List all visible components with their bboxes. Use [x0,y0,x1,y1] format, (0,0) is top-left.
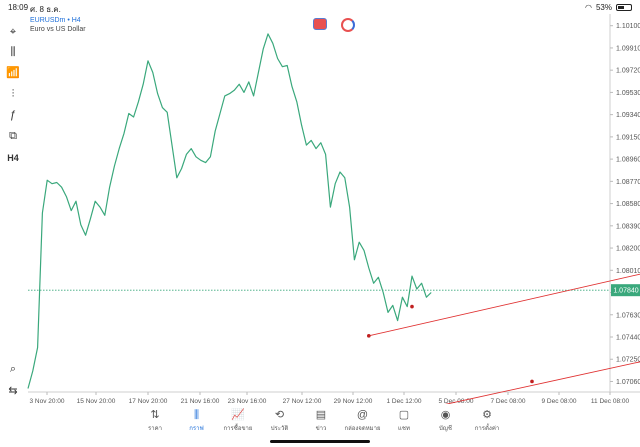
y-tick-label: 1.08960 [616,157,640,164]
x-tick-label: 9 Dec 08:00 [541,398,576,404]
y-tick-label: 1.09150 [616,134,640,141]
x-tick-label: 3 Nov 20:00 [29,398,64,404]
chart-icon: ⫼ [193,409,200,421]
symbol-info: EURUSDm • H4 Euro vs US Dollar [30,17,86,33]
trendline-1 [368,273,640,337]
status-time: 18:09 [8,3,29,12]
symbol-timeframe[interactable]: H4 [71,17,81,24]
trendline-point [410,304,414,309]
tab-settings[interactable]: ⚙ การตั้งค่า [462,407,512,433]
price-series-line [27,33,432,389]
symbol-name[interactable]: EURUSDm [30,17,66,24]
x-tick-label: 11 Dec 08:00 [591,398,630,404]
y-tick-label: 1.07440 [616,334,640,341]
y-tick-label: 1.09720 [616,68,640,75]
tab-label: ข่าว [315,426,327,432]
x-tick-label: 27 Nov 12:00 [283,398,322,404]
y-tick-label: 1.08390 [616,223,640,230]
settings-icon: ⚙ [482,409,492,421]
y-tick-label: 1.09530 [616,90,640,97]
trendline-point [367,334,371,338]
news-icon: ▤ [315,409,327,421]
trendline-point [530,379,534,384]
current-price-tag [611,284,640,297]
zoom-icon[interactable]: ⌕ [9,363,17,375]
tab-history[interactable]: ⟲ ประวัติ [255,407,305,433]
y-tick-label: 1.10100 [616,23,640,30]
y-tick-label: 1.07060 [616,379,640,386]
symbol-description: Euro vs US Dollar [30,26,86,33]
tab-label: การซื้อขาย [223,426,253,432]
tab-label: ประวัติ [270,426,289,432]
tab-chat[interactable]: ▢ แชท [379,407,429,433]
tab-news[interactable]: ▤ ข่าว [296,407,346,433]
one-click-trading-icon[interactable] [313,18,327,30]
y-tick-label: 1.09340 [616,112,640,119]
tab-label: กราฟ [189,426,204,432]
crosshair-icon[interactable]: ⌖ [9,26,17,38]
tab-label: บัญชี [439,426,452,432]
function-icon[interactable]: ƒ [9,109,17,121]
current-price-label: 1.07840 [613,288,638,295]
tab-label: การตั้งค่า [474,426,500,432]
y-tick-label: 1.08010 [616,268,640,275]
trendline-2 [444,361,640,404]
trade-icon[interactable]: ⇆ [8,385,18,397]
tab-chart[interactable]: ⫼ กราฟ [172,407,222,433]
status-date: ศ. 8 ธ.ค. [30,5,61,14]
status-bar: 18:09 ศ. 8 ธ.ค. ◠ 53% [0,0,640,14]
home-indicator [270,440,370,443]
y-tick-label: 1.08770 [616,179,640,186]
quotes-icon: ⇅ [150,409,160,421]
mailbox-icon: @ [356,409,369,421]
tab-label: แชท [398,426,410,432]
tab-trade[interactable]: 📈 การซื้อขาย [213,407,263,433]
chart-toolbar: ⌖ ⫼ 📶 ⫶ ƒ ⧉ H4 ⌕ ⇆ [0,16,28,397]
chat-icon: ▢ [398,409,410,421]
settings-sliders-icon[interactable]: ⫶ [11,88,15,100]
battery-icon [616,4,632,11]
y-tick-label: 1.09910 [616,45,640,52]
tab-mailbox[interactable]: @ กล่องจดหมาย [338,407,388,433]
candles-icon[interactable]: ⫼ [10,46,16,58]
y-tick-label: 1.08580 [616,201,640,208]
tab-label: ราคา [148,426,162,432]
signal-icon[interactable] [341,18,355,32]
battery-percent: 53% [595,3,612,12]
timeframe-button[interactable]: H4 [7,153,19,163]
x-tick-label: 29 Nov 12:00 [334,398,373,404]
trade-icon: 📈 [231,409,245,421]
x-tick-label: 15 Nov 20:00 [77,398,116,404]
x-tick-label: 21 Nov 16:00 [181,398,220,404]
y-tick-label: 1.07630 [616,312,640,319]
y-tick-label: 1.08200 [616,246,640,253]
tab-account[interactable]: ◉ บัญชี [421,407,471,433]
tab-label: กล่องจดหมาย [344,426,381,432]
wifi-icon: ◠ [585,3,592,12]
indicators-icon[interactable]: 📶 [6,67,20,79]
tab-quotes[interactable]: ⇅ ราคา [130,407,180,433]
x-tick-label: 5 Dec 08:00 [438,398,473,404]
objects-icon[interactable]: ⧉ [9,130,17,142]
x-tick-label: 7 Dec 08:00 [490,398,525,404]
bottom-tab-bar: ⇅ ราคา ⫼ กราฟ 📈 การซื้อขาย ⟲ ประวัติ ▤ ข่าว @ กล่อง… [0,405,640,447]
x-tick-label: 1 Dec 12:00 [386,398,421,404]
account-icon: ◉ [440,409,451,421]
price-chart[interactable]: 1.10100 1.09910 1.09720 1.09530 1.09340 1.091… [0,14,640,404]
history-icon: ⟲ [274,409,285,421]
y-tick-label: 1.07250 [616,357,640,364]
x-tick-label: 23 Nov 16:00 [228,398,267,404]
x-tick-label: 17 Nov 20:00 [129,398,168,404]
